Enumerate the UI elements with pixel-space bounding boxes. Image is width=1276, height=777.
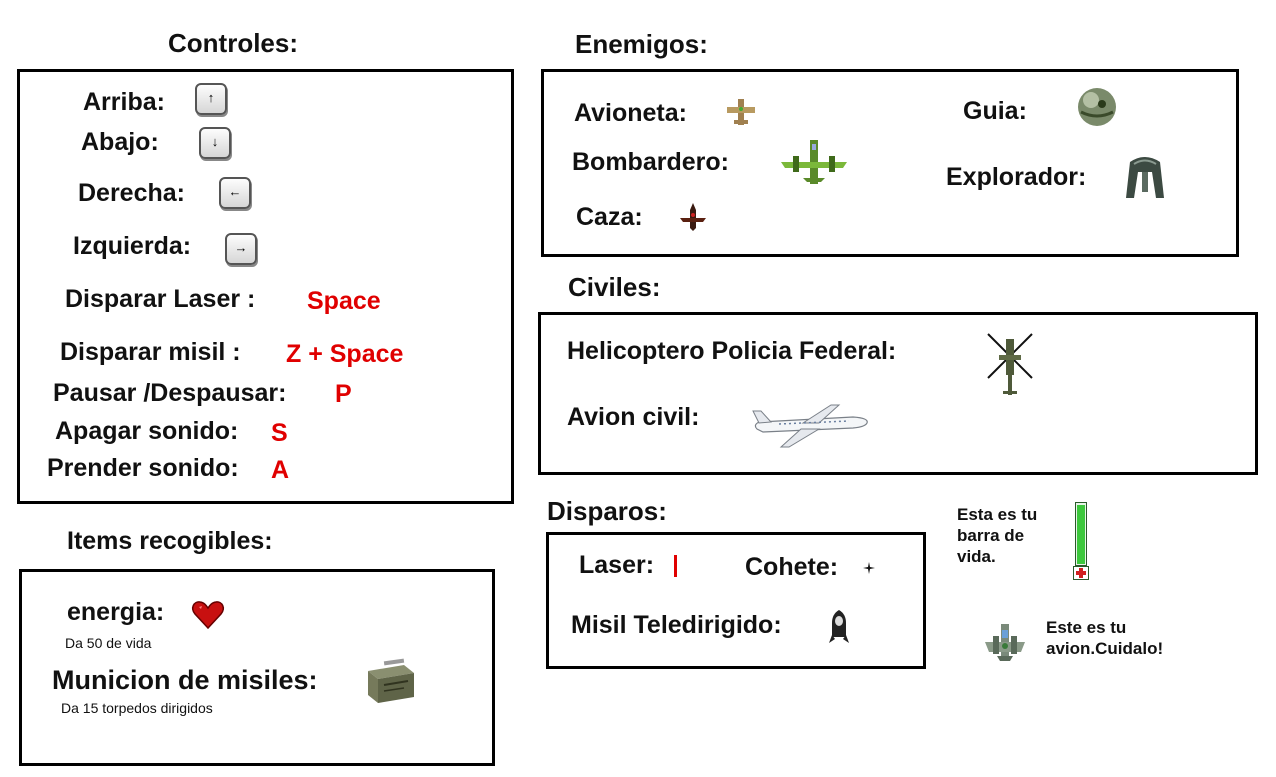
health-bar-fill: [1077, 505, 1085, 564]
airliner-plane-icon: [752, 404, 868, 448]
control-sound-on-key: A: [271, 456, 290, 484]
enemies-panel: Avioneta: Bombardero: Caza: Guia: Explor…: [541, 69, 1239, 257]
arrow-up-key-icon: ↑: [195, 83, 227, 115]
bombardero-plane-icon: [781, 140, 847, 184]
helicopter-icon: [987, 333, 1033, 395]
player-caption: Este es tu avion.Cuidalo!: [1046, 618, 1164, 658]
control-pause-label: Pausar /Despausar:: [53, 379, 287, 407]
shots-panel: Laser: Cohete: Misil Teledirigido:: [546, 532, 926, 669]
civilian-airliner-label: Avion civil:: [567, 403, 700, 431]
enemy-avioneta-label: Avioneta:: [574, 99, 687, 127]
enemy-explorador-label: Explorador:: [946, 163, 1087, 191]
controls-panel: Arriba: ↑ Abajo: ↓ Derecha: ← Izquierda:…: [17, 69, 514, 504]
laser-bolt-icon: [674, 555, 677, 577]
control-down-label: Abajo:: [81, 128, 159, 156]
civilians-title: Civiles:: [568, 272, 661, 302]
rocket-spark-icon: [863, 562, 875, 574]
control-missile-key: Z + Space: [286, 340, 404, 368]
arrow-left-key-icon: ←: [219, 177, 251, 209]
guia-sphere-icon: [1078, 88, 1116, 126]
control-up-label: Arriba:: [83, 88, 165, 116]
items-title: Items recogibles:: [67, 527, 273, 555]
control-sound-on-label: Prender sonido:: [47, 454, 239, 482]
heart-icon: [192, 601, 224, 630]
civilian-helicopter-label: Helicoptero Policia Federal:: [567, 337, 897, 365]
avioneta-plane-icon: [727, 99, 755, 125]
control-laser-key: Space: [307, 287, 381, 315]
health-cross-icon: [1073, 566, 1089, 580]
enemy-caza-label: Caza:: [576, 203, 643, 231]
health-bar: [1073, 502, 1089, 580]
civilians-panel: Helicoptero Policia Federal: Avion civil…: [538, 312, 1258, 475]
control-pause-key: P: [335, 380, 352, 408]
control-right-label: Derecha:: [78, 179, 185, 207]
control-left-label: Izquierda:: [73, 232, 192, 260]
caza-fighter-icon: [680, 203, 706, 231]
player-plane-icon: [985, 624, 1025, 661]
item-energy-label: energia:: [67, 598, 165, 626]
arrow-right-key-icon: →: [225, 233, 257, 265]
ammo-box-icon: [368, 658, 414, 703]
control-missile-label: Disparar misil :: [60, 338, 241, 366]
health-bar-caption: Esta es tu barra de vida.: [957, 505, 1038, 566]
enemies-title: Enemigos:: [575, 29, 708, 59]
item-ammo-label: Municion de misiles:: [52, 665, 318, 695]
explorador-ship-icon: [1126, 157, 1164, 198]
shots-title: Disparos:: [547, 496, 667, 526]
shot-guided-label: Misil Teledirigido:: [571, 611, 782, 639]
item-ammo-desc: Da 15 torpedos dirigidos: [61, 700, 213, 716]
health-bar-track: [1075, 502, 1087, 566]
enemy-guia-label: Guia:: [963, 97, 1027, 125]
shot-laser-label: Laser:: [579, 551, 655, 579]
enemy-bombardero-label: Bombardero:: [572, 148, 729, 176]
control-sound-off-label: Apagar sonido:: [55, 417, 239, 445]
items-panel: energia: Da 50 de vida Municion de misil…: [19, 569, 495, 766]
control-laser-label: Disparar Laser :: [65, 285, 256, 313]
shot-rocket-label: Cohete:: [745, 553, 839, 581]
item-energy-desc: Da 50 de vida: [65, 635, 152, 651]
controls-title: Controles:: [168, 28, 298, 58]
control-sound-off-key: S: [271, 419, 288, 447]
arrow-down-key-icon: ↓: [199, 127, 231, 159]
guided-missile-icon: [829, 610, 849, 643]
